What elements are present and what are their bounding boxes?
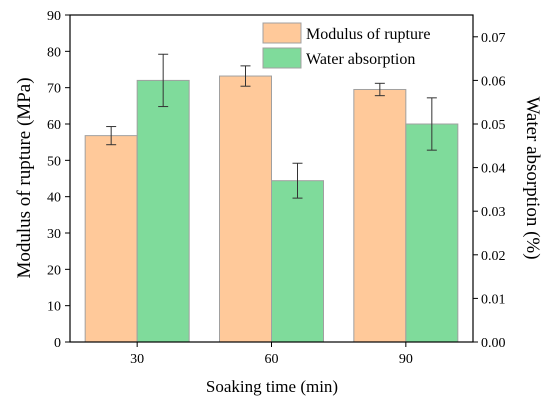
bar-water-60 xyxy=(271,180,324,343)
y2-axis-title: Water absorption (%) xyxy=(522,96,543,259)
y2-tick-label: 0.00 xyxy=(481,336,506,351)
legend-label-modulus: Modulus of rupture xyxy=(306,26,430,43)
y2-tick-label: 0.03 xyxy=(481,205,506,220)
y2-tick-label: 0.02 xyxy=(481,249,506,264)
y2-tick-label: 0.06 xyxy=(481,74,506,89)
y2-tick-label: 0.01 xyxy=(481,292,506,307)
legend: Modulus of rupture Water absorption xyxy=(262,22,430,69)
error-bar-water-90 xyxy=(426,97,437,151)
y-axis-title: Modulus of rupture (MPa) xyxy=(14,77,35,278)
bar-water-30 xyxy=(136,79,190,343)
y-tick-label: 70 xyxy=(47,82,61,97)
y2-tick-label: 0.04 xyxy=(481,162,506,177)
x-tick-label: 60 xyxy=(265,352,279,367)
bar-modulus-60 xyxy=(219,75,272,343)
error-bar-water-30 xyxy=(158,53,169,108)
y-tick-label: 20 xyxy=(47,263,61,278)
bars-layer xyxy=(84,75,459,343)
bar-modulus-30 xyxy=(84,135,138,343)
y2-tick-label: 0.07 xyxy=(481,31,506,46)
error-bar-modulus-30 xyxy=(106,126,117,146)
y-tick-label: 50 xyxy=(47,154,61,169)
y-tick-label: 30 xyxy=(47,227,61,242)
y-tick-label: 90 xyxy=(47,9,61,24)
x-tick-label: 90 xyxy=(399,352,413,367)
y-tick-label: 60 xyxy=(47,118,61,133)
legend-label-water: Water absorption xyxy=(306,51,415,68)
x-tick-label: 30 xyxy=(130,352,144,367)
bar-modulus-90 xyxy=(353,88,407,343)
y-tick-label: 40 xyxy=(47,191,61,206)
left-axis: 0 10 20 30 40 50 60 70 80 90 xyxy=(47,9,70,351)
y-tick-label: 10 xyxy=(47,300,61,315)
error-bars-layer xyxy=(106,53,437,199)
y2-tick-label: 0.05 xyxy=(481,118,506,133)
error-bar-water-60 xyxy=(292,162,303,199)
y-tick-label: 80 xyxy=(47,45,61,60)
error-bar-modulus-60 xyxy=(240,65,251,87)
error-bar-modulus-90 xyxy=(374,82,385,97)
right-axis: 0.00 0.01 0.02 0.03 0.04 0.05 0.06 0.07 xyxy=(473,31,506,351)
bar-water-90 xyxy=(405,123,459,343)
y-tick-label: 0 xyxy=(54,336,61,351)
legend-swatch-water xyxy=(262,47,302,69)
x-axis: 30 60 90 xyxy=(130,342,413,367)
legend-swatch-modulus xyxy=(262,22,302,44)
x-axis-title: Soaking time (min) xyxy=(206,377,338,396)
